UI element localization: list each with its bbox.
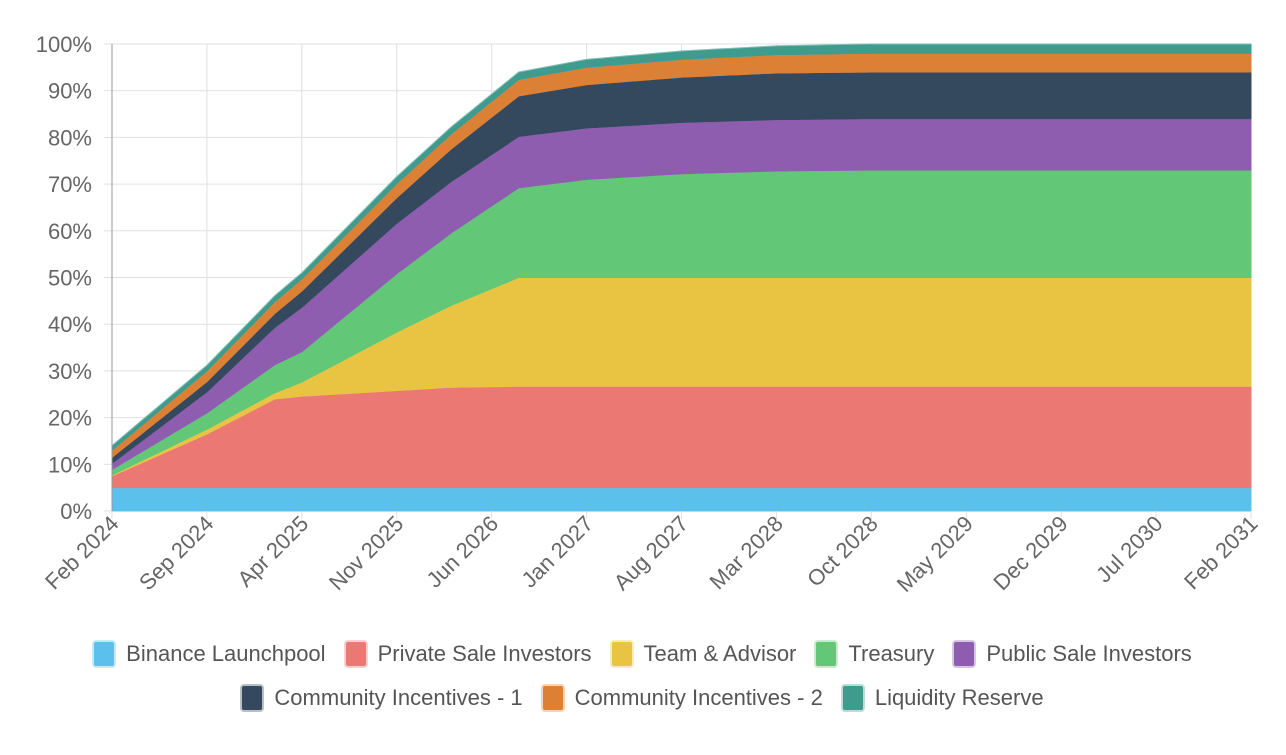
legend-item[interactable]: Binance Launchpool [94, 641, 326, 667]
legend-item[interactable]: Team & Advisor [611, 641, 797, 667]
legend-item[interactable]: Treasury [816, 641, 934, 667]
legend-swatch [242, 686, 263, 710]
x-tick-label: Jan 2027 [516, 511, 598, 593]
legend-label: Community Incentives - 2 [574, 685, 823, 710]
legend-swatch [94, 642, 115, 666]
legend-item[interactable]: Private Sale Investors [345, 641, 592, 667]
legend-swatch [816, 642, 837, 666]
area-series-private-sale-investors[interactable] [111, 385, 1252, 489]
legend-row: Community Incentives - 1 Community Incent… [0, 676, 1286, 720]
legend-label: Treasury [848, 641, 935, 666]
x-tick-label: May 2029 [892, 511, 978, 597]
legend-label: Binance Launchpool [126, 641, 326, 666]
x-tick-label: Jul 2030 [1091, 511, 1168, 588]
legend-label: Community Incentives - 1 [274, 685, 523, 710]
legend: Binance Launchpool Private Sale Investors… [0, 632, 1286, 720]
x-tick-label: Oct 2028 [802, 511, 883, 592]
legend-swatch [345, 642, 366, 666]
x-tick-label: Jun 2026 [422, 511, 504, 593]
y-tick-label: 60% [48, 219, 92, 244]
x-tick-label: Apr 2025 [233, 511, 314, 592]
legend-item[interactable]: Public Sale Investors [954, 641, 1192, 667]
legend-row: Binance Launchpool Private Sale Investors… [0, 632, 1286, 676]
legend-label: Public Sale Investors [986, 641, 1192, 666]
area-series-edge [111, 43, 1251, 447]
legend-label: Team & Advisor [643, 641, 797, 666]
legend-swatch [954, 642, 975, 666]
x-tick-label: Aug 2027 [609, 511, 693, 595]
x-tick-label: Sep 2024 [134, 511, 218, 595]
x-tick-label: Feb 2031 [1179, 511, 1262, 594]
y-tick-label: 50% [48, 266, 92, 291]
x-tick-label: Dec 2029 [988, 511, 1072, 595]
y-tick-label: 80% [48, 125, 92, 150]
y-tick-label: 20% [48, 406, 92, 431]
x-tick-label: Mar 2028 [705, 511, 788, 594]
y-tick-label: 90% [48, 79, 92, 104]
y-tick-label: 0% [60, 499, 92, 524]
y-tick-label: 70% [48, 172, 92, 197]
legend-item[interactable]: Community Incentives - 2 [542, 685, 823, 711]
y-tick-label: 40% [48, 312, 92, 337]
area-series-binance-launchpool[interactable] [111, 487, 1252, 512]
legend-item[interactable]: Liquidity Reserve [842, 685, 1044, 711]
y-tick-label: 30% [48, 359, 92, 384]
x-tick-label: Nov 2025 [324, 511, 408, 595]
legend-swatch [542, 686, 563, 710]
legend-label: Private Sale Investors [377, 641, 592, 666]
legend-label: Liquidity Reserve [874, 685, 1044, 710]
legend-swatch [842, 686, 863, 710]
legend-swatch [611, 642, 632, 666]
area-layer [111, 43, 1252, 512]
y-tick-label: 10% [48, 452, 92, 477]
area-series-liquidity-reserve[interactable] [111, 43, 1252, 452]
y-tick-label: 100% [36, 32, 92, 57]
legend-item[interactable]: Community Incentives - 1 [242, 685, 523, 711]
